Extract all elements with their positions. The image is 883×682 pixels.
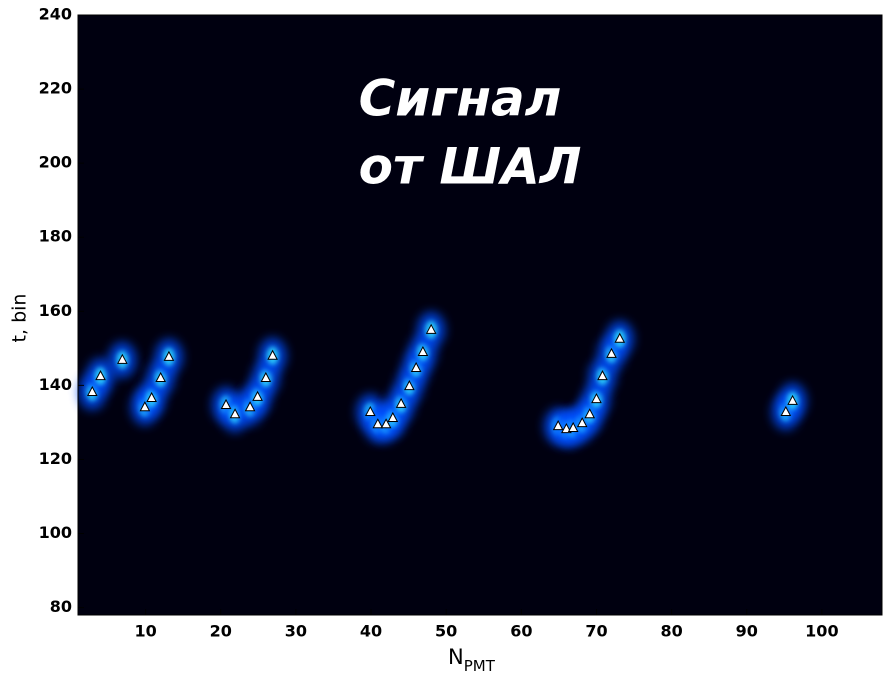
marker bbox=[395, 397, 407, 408]
marker bbox=[364, 405, 376, 417]
marker bbox=[417, 345, 429, 357]
x-axis-label-sub: PMT bbox=[464, 657, 496, 675]
marker bbox=[146, 391, 157, 402]
x-axis-label: NPMT bbox=[448, 645, 496, 675]
marker bbox=[410, 361, 422, 372]
annotation: Сигнал bbox=[359, 70, 562, 128]
marker bbox=[780, 405, 792, 417]
markers bbox=[86, 323, 798, 434]
y-tick-label: 200 bbox=[39, 153, 72, 172]
marker bbox=[425, 323, 437, 334]
x-axis-label-main: N bbox=[448, 645, 464, 669]
y-axis-label: t, bin bbox=[9, 294, 31, 343]
x-tick-label: 50 bbox=[435, 622, 457, 641]
marker bbox=[387, 411, 399, 422]
marker bbox=[155, 371, 166, 382]
x-tick-label: 40 bbox=[360, 622, 382, 641]
x-tick-label: 30 bbox=[285, 622, 307, 641]
y-tick-label: 240 bbox=[39, 5, 72, 24]
x-tick-label: 60 bbox=[510, 622, 532, 641]
x-tick-label: 80 bbox=[660, 622, 682, 641]
marker bbox=[229, 408, 241, 419]
x-tick-label: 20 bbox=[210, 622, 232, 641]
annotation: от ШАЛ bbox=[359, 138, 582, 196]
marker bbox=[597, 370, 608, 381]
y-tick-label: 120 bbox=[39, 449, 72, 468]
marker bbox=[372, 418, 384, 429]
marker bbox=[244, 401, 256, 412]
plot-area bbox=[78, 15, 882, 615]
marker bbox=[252, 390, 263, 401]
y-tick-label: 100 bbox=[39, 523, 72, 542]
marker bbox=[86, 385, 98, 397]
marker bbox=[220, 398, 232, 409]
marker bbox=[380, 418, 392, 429]
y-tick-label: 140 bbox=[39, 375, 72, 394]
plot-frame bbox=[77, 14, 883, 616]
marker bbox=[117, 353, 128, 364]
marker bbox=[567, 421, 579, 432]
marker bbox=[591, 393, 602, 404]
marker bbox=[606, 347, 617, 358]
y-tick-label: 180 bbox=[39, 227, 72, 246]
marker bbox=[404, 380, 415, 391]
y-tick-label: 220 bbox=[39, 79, 72, 98]
marker bbox=[787, 394, 798, 405]
marker bbox=[95, 370, 106, 381]
marker bbox=[260, 371, 272, 382]
x-tick-label: 100 bbox=[805, 622, 838, 641]
x-tick-label: 10 bbox=[134, 622, 156, 641]
y-tick-label: 80 bbox=[50, 597, 72, 616]
marker bbox=[584, 408, 596, 419]
marker bbox=[614, 332, 626, 343]
x-tick-label: 70 bbox=[585, 622, 607, 641]
marker bbox=[576, 417, 588, 428]
marker bbox=[163, 350, 175, 361]
marker bbox=[552, 420, 564, 431]
marker bbox=[267, 349, 278, 360]
y-tick-label: 160 bbox=[39, 301, 72, 320]
marker bbox=[139, 401, 151, 412]
x-tick-label: 90 bbox=[736, 622, 758, 641]
